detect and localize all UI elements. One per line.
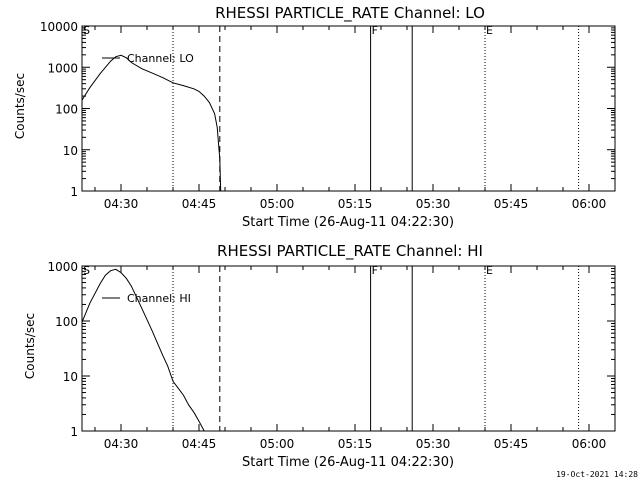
y-tick-label: 10	[63, 144, 78, 158]
legend-label-lo: Channel: LO	[127, 52, 194, 65]
plot-frame-hi	[81, 265, 616, 432]
datestamp: 19-Oct-2021 14:28	[556, 470, 638, 479]
x-axis-label-lo: Start Time (26-Aug-11 04:22:30)	[242, 215, 454, 230]
x-tick-label: 05:30	[416, 437, 451, 451]
x-tick-label: 05:00	[260, 197, 295, 211]
y-tick-label: 1000	[47, 61, 78, 75]
panel-hi: RHESSI PARTICLE_RATE Channel: HI Counts/…	[23, 242, 616, 470]
marker-label: S	[83, 24, 90, 37]
y-tick-label: 10	[63, 370, 78, 384]
x-tick-label: 05:30	[416, 197, 451, 211]
marker-label: F	[372, 24, 378, 37]
y-tick-label: 1	[70, 185, 78, 199]
x-tick-label: 05:45	[494, 197, 529, 211]
y-tick-label: 1000	[47, 260, 78, 274]
y-tick-label: 1	[70, 425, 78, 439]
x-tick-label: 06:00	[572, 437, 607, 451]
marker-label: S	[83, 264, 90, 277]
marker-label: E	[486, 264, 493, 277]
series-line-hi	[81, 268, 205, 432]
y-tick-label: 100	[55, 103, 78, 117]
x-tick-label: 06:00	[572, 197, 607, 211]
x-tick-label: 04:30	[104, 437, 139, 451]
x-tick-label: 05:15	[338, 437, 373, 451]
x-tick-label: 05:45	[494, 437, 529, 451]
chart-title-lo: RHESSI PARTICLE_RATE Channel: LO	[215, 4, 485, 23]
y-tick-label: 10000	[40, 20, 78, 34]
x-tick-label: 05:15	[338, 197, 373, 211]
x-tick-label: 05:00	[260, 437, 295, 451]
x-tick-label: 04:30	[104, 197, 139, 211]
marker-label: E	[486, 24, 493, 37]
marker-label: F	[372, 264, 378, 277]
y-tick-label: 100	[55, 315, 78, 329]
legend-label-hi: Channel: HI	[127, 292, 191, 305]
panel-lo: RHESSI PARTICLE_RATE Channel: LO Counts/…	[13, 4, 616, 230]
x-tick-label: 04:45	[182, 197, 217, 211]
chart-title-hi: RHESSI PARTICLE_RATE Channel: HI	[217, 242, 483, 261]
y-axis-label-hi: Counts/sec	[23, 313, 37, 379]
x-axis-label-hi: Start Time (26-Aug-11 04:22:30)	[242, 455, 454, 470]
series-line-lo	[81, 54, 222, 192]
x-tick-label: 04:45	[182, 437, 217, 451]
y-axis-label-lo: Counts/sec	[13, 73, 27, 139]
